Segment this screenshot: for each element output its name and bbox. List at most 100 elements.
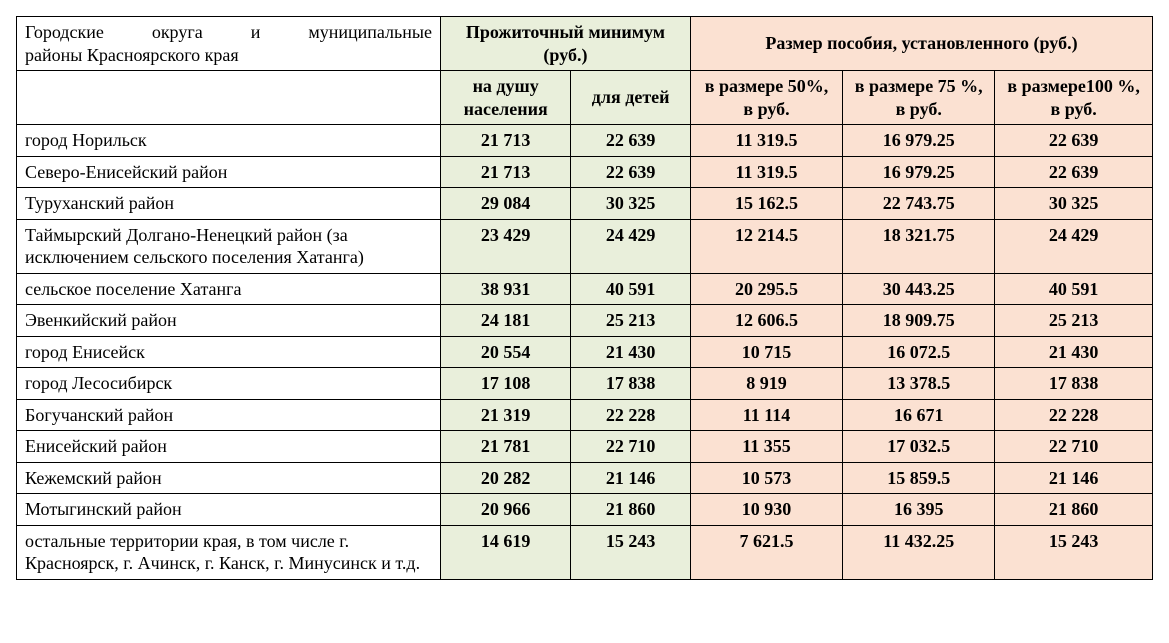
cell-ben1: 11 355 (690, 431, 842, 463)
row-label: Таймырский Долгано-Ненецкий район (за ис… (17, 219, 441, 273)
cell-ben1: 10 573 (690, 462, 842, 494)
table-row: город Норильск21 71322 63911 319.516 979… (17, 125, 1153, 157)
table-row: Мотыгинский район20 966 21 860 10 93016 39… (17, 494, 1153, 526)
cell-ben2: 22 743.75 (843, 188, 995, 220)
row-label: город Енисейск (17, 336, 441, 368)
cell-ben2: 16 395 (843, 494, 995, 526)
cell-min1: 20 966 (440, 494, 570, 526)
cell-ben3: 21 860 (995, 494, 1153, 526)
cell-min2: 24 429 (571, 219, 691, 273)
cell-min2: 21 146 (571, 462, 691, 494)
cell-min1: 23 429 (440, 219, 570, 273)
row-label: Туруханский район (17, 188, 441, 220)
cell-min1: 24 181 (440, 305, 570, 337)
table-row: город Енисейск20 55421 43010 71516 072.5… (17, 336, 1153, 368)
row-label: Богучанский район (17, 399, 441, 431)
cell-ben1: 10 930 (690, 494, 842, 526)
table-row: Кежемский район20 28221 14610 57315 859.… (17, 462, 1153, 494)
cell-ben1: 7 621.5 (690, 525, 842, 579)
cell-min2: 22 710 (571, 431, 691, 463)
cell-min2: 15 243 (571, 525, 691, 579)
cell-min1: 21 319 (440, 399, 570, 431)
cell-ben2: 30 443.25 (843, 273, 995, 305)
cell-ben2: 16 072.5 (843, 336, 995, 368)
cell-ben1: 12 606.5 (690, 305, 842, 337)
cell-min1: 20 282 (440, 462, 570, 494)
cell-ben1: 11 114 (690, 399, 842, 431)
cell-ben3: 30 325 (995, 188, 1153, 220)
cell-min1: 21 781 (440, 431, 570, 463)
table-body: город Норильск21 71322 63911 319.516 979… (17, 125, 1153, 580)
cell-ben2: 13 378.5 (843, 368, 995, 400)
cell-ben2: 15 859.5 (843, 462, 995, 494)
cell-min2: 21 430 (571, 336, 691, 368)
cell-ben1: 11 319.5 (690, 156, 842, 188)
cell-min1: 38 931 (440, 273, 570, 305)
table-row: Эвенкийский район24 18125 21312 606.518 … (17, 305, 1153, 337)
cell-min1: 21 713 (440, 125, 570, 157)
cell-ben1: 15 162.5 (690, 188, 842, 220)
header-main-label: Городские округа и муниципальные районы … (17, 17, 441, 71)
table-row: Северо-Енисейский район21 71322 63911 31… (17, 156, 1153, 188)
header-sub-min2: для детей (571, 71, 691, 125)
cell-ben3: 15 243 (995, 525, 1153, 579)
row-label: Кежемский район (17, 462, 441, 494)
table-row: Туруханский район29 08430 32515 162.522 … (17, 188, 1153, 220)
row-label: сельское поселение Хатанга (17, 273, 441, 305)
cell-min2: 22 639 (571, 156, 691, 188)
cell-ben3: 22 710 (995, 431, 1153, 463)
header-blank (17, 71, 441, 125)
row-label: остальные территории края, в том числе г… (17, 525, 441, 579)
cell-min2: 17 838 (571, 368, 691, 400)
cell-ben1: 12 214.5 (690, 219, 842, 273)
cell-min1: 21 713 (440, 156, 570, 188)
cell-min1: 20 554 (440, 336, 570, 368)
row-label: Мотыгинский район (17, 494, 441, 526)
cell-min2: 22 639 (571, 125, 691, 157)
cell-min2: 25 213 (571, 305, 691, 337)
cell-ben3: 21 146 (995, 462, 1153, 494)
header-sub-ben1: в размере 50%, в руб. (690, 71, 842, 125)
cell-ben2: 11 432.25 (843, 525, 995, 579)
header-sub-min1: на душу населения (440, 71, 570, 125)
cell-min2: 30 325 (571, 188, 691, 220)
cell-min1: 14 619 (440, 525, 570, 579)
cell-ben3: 22 228 (995, 399, 1153, 431)
row-label: Эвенкийский район (17, 305, 441, 337)
table-row: город Лесосибирск17 10817 8388 91913 378… (17, 368, 1153, 400)
cell-ben1: 20 295.5 (690, 273, 842, 305)
cell-ben1: 8 919 (690, 368, 842, 400)
cell-ben3: 24 429 (995, 219, 1153, 273)
cell-ben3: 22 639 (995, 156, 1153, 188)
cell-ben3: 25 213 (995, 305, 1153, 337)
cell-min1: 17 108 (440, 368, 570, 400)
cell-ben2: 17 032.5 (843, 431, 995, 463)
cell-ben2: 16 671 (843, 399, 995, 431)
cell-ben2: 18 321.75 (843, 219, 995, 273)
cell-min2: 22 228 (571, 399, 691, 431)
header-main-label-line2: районы Красноярского края (25, 44, 239, 67)
header-sub-ben2: в размере 75 %, в руб. (843, 71, 995, 125)
cell-ben1: 11 319.5 (690, 125, 842, 157)
table-row: Таймырский Долгано-Ненецкий район (за ис… (17, 219, 1153, 273)
cell-ben3: 17 838 (995, 368, 1153, 400)
benefits-table: Городские округа и муниципальные районы … (16, 16, 1153, 580)
cell-ben3: 21 430 (995, 336, 1153, 368)
cell-ben2: 16 979.25 (843, 125, 995, 157)
cell-min2: 40 591 (571, 273, 691, 305)
cell-ben2: 18 909.75 (843, 305, 995, 337)
table-row: Енисейский район21 78122 71011 35517 032… (17, 431, 1153, 463)
cell-ben1: 10 715 (690, 336, 842, 368)
row-label: Северо-Енисейский район (17, 156, 441, 188)
cell-min1: 29 084 (440, 188, 570, 220)
table-row: сельское поселение Хатанга38 93140 59120… (17, 273, 1153, 305)
header-main-label-line1: Городские округа и муниципальные (25, 22, 432, 42)
cell-ben3: 40 591 (995, 273, 1153, 305)
header-group-minimum: Прожиточный минимум (руб.) (440, 17, 690, 71)
table-row: Богучанский район21 31922 22811 11416 67… (17, 399, 1153, 431)
row-label: город Норильск (17, 125, 441, 157)
header-sub-ben3: в размере100 %, в руб. (995, 71, 1153, 125)
table-row: остальные территории края, в том числе г… (17, 525, 1153, 579)
row-label: город Лесосибирск (17, 368, 441, 400)
cell-ben3: 22 639 (995, 125, 1153, 157)
